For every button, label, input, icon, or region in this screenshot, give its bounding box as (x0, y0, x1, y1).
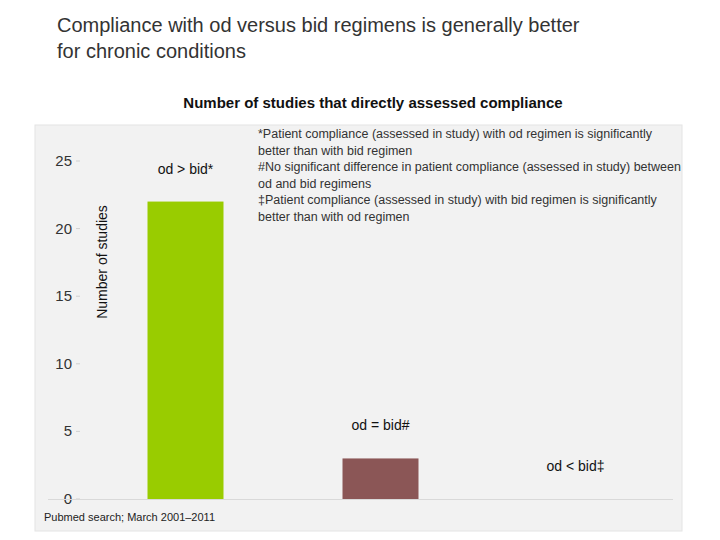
y-tick (76, 228, 80, 229)
y-tick (76, 161, 80, 162)
footnote: *Patient compliance (assessed in study) … (258, 126, 683, 159)
y-tick-label: 10 (55, 355, 72, 372)
source: Pubmed search; March 2001–2011 (44, 511, 215, 523)
y-tick-label: 0 (64, 490, 72, 507)
plot-background (35, 125, 682, 531)
footnotes: *Patient compliance (assessed in study) … (258, 126, 683, 225)
bars (148, 202, 419, 499)
category-label: od = bid# (352, 417, 410, 433)
y-tick (76, 431, 80, 432)
y-tick (76, 296, 80, 297)
footnote: ‡Patient compliance (assessed in study) … (258, 192, 683, 225)
chart: Number of studies that directly assessed… (0, 0, 720, 540)
footnote: #No significant difference in patient co… (258, 159, 683, 192)
bar (343, 458, 419, 499)
y-tick-label: 25 (55, 152, 72, 169)
category-label: od < bid‡ (547, 458, 605, 474)
category-label: od > bid* (158, 161, 214, 177)
x-axis (48, 499, 673, 500)
title: Compliance with od versus bid regimens i… (57, 12, 587, 64)
y-tick-label: 15 (55, 287, 72, 304)
y-tick (76, 363, 80, 364)
bar (538, 499, 614, 500)
y-axis-label: Number of studies (94, 205, 110, 319)
y-tick-label: 5 (64, 422, 72, 439)
subtitle: Number of studies that directly assessed… (183, 94, 562, 111)
y-tick-label: 20 (55, 220, 72, 237)
bar (148, 202, 224, 499)
